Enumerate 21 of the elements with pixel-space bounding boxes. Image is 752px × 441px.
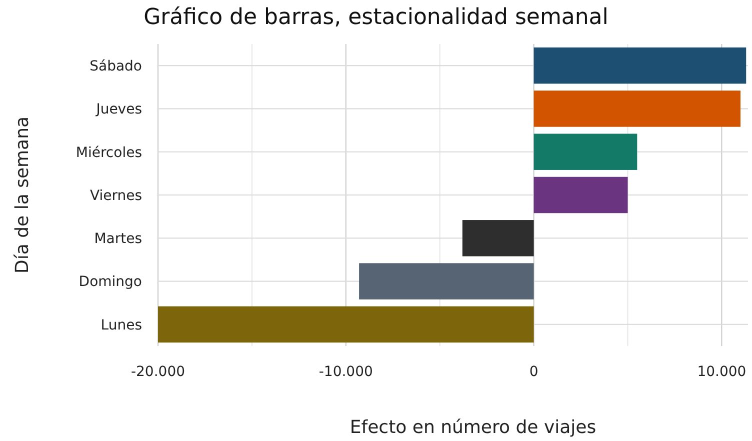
bar bbox=[359, 263, 534, 300]
bar bbox=[534, 90, 740, 127]
bar bbox=[534, 176, 628, 214]
x-tick-label: 10.000 bbox=[697, 364, 746, 380]
x-tick-label: -10.000 bbox=[318, 364, 373, 380]
x-tick-label: -20.000 bbox=[130, 364, 186, 380]
x-axis-title: Efecto en número de viajes bbox=[350, 417, 596, 438]
y-tick-label: Miércoles bbox=[76, 144, 142, 161]
bar bbox=[462, 220, 534, 256]
chart-title: Gráfico de barras, estacionalidad semanal bbox=[144, 5, 608, 30]
bar bbox=[534, 134, 638, 170]
y-tick-label: Domingo bbox=[78, 274, 142, 290]
y-tick-label: Jueves bbox=[95, 102, 142, 118]
y-tick-label: Sábado bbox=[90, 58, 142, 74]
y-tick-label: Martes bbox=[94, 231, 142, 248]
y-tick-label: Lunes bbox=[100, 317, 142, 334]
bar bbox=[534, 47, 746, 84]
bar bbox=[158, 306, 534, 343]
x-tick-label: 0 bbox=[529, 364, 538, 380]
y-tick-label: Viernes bbox=[90, 188, 142, 204]
y-axis-title: Día de la semana bbox=[12, 116, 33, 274]
